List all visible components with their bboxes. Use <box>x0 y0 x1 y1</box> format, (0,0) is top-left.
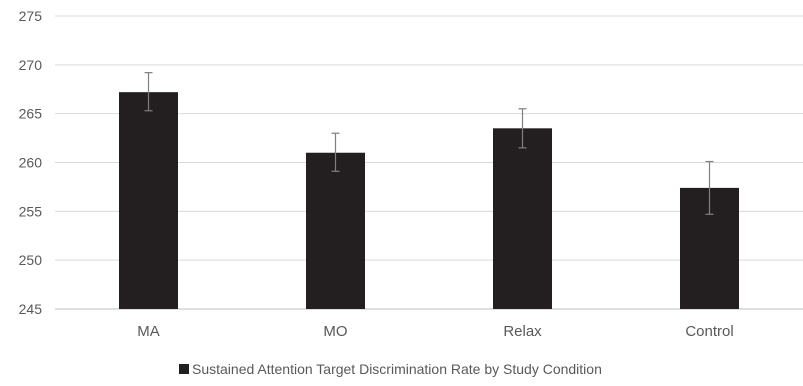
error-bars <box>144 72 714 215</box>
legend-label: Sustained Attention Target Discriminatio… <box>192 361 602 377</box>
error-bar-mo <box>331 132 340 172</box>
y-tick-label: 275 <box>19 8 43 24</box>
x-tick-label: Control <box>685 323 733 340</box>
y-tick-label: 260 <box>19 155 43 171</box>
y-tick-label: 250 <box>19 252 43 268</box>
bar-mo <box>306 152 365 309</box>
x-tick-label: MO <box>323 323 347 340</box>
x-tick-label: Relax <box>503 323 542 340</box>
x-axis-ticks: MA MO Relax Control <box>137 323 733 340</box>
bar-relax <box>493 128 552 309</box>
error-bar-relax <box>518 108 527 149</box>
error-bar-ma <box>144 72 153 112</box>
y-axis-ticks: 245 250 255 260 265 270 275 <box>19 8 43 317</box>
legend-swatch <box>179 364 189 374</box>
y-tick-label: 255 <box>19 203 43 219</box>
error-bar-control <box>705 160 714 215</box>
gridlines <box>55 15 803 310</box>
y-tick-label: 245 <box>19 301 43 317</box>
bar-ma <box>119 92 178 310</box>
legend: Sustained Attention Target Discriminatio… <box>179 361 602 377</box>
x-tick-label: MA <box>137 323 160 340</box>
bars <box>119 92 739 310</box>
y-tick-label: 265 <box>19 106 43 122</box>
y-tick-label: 270 <box>19 57 43 73</box>
